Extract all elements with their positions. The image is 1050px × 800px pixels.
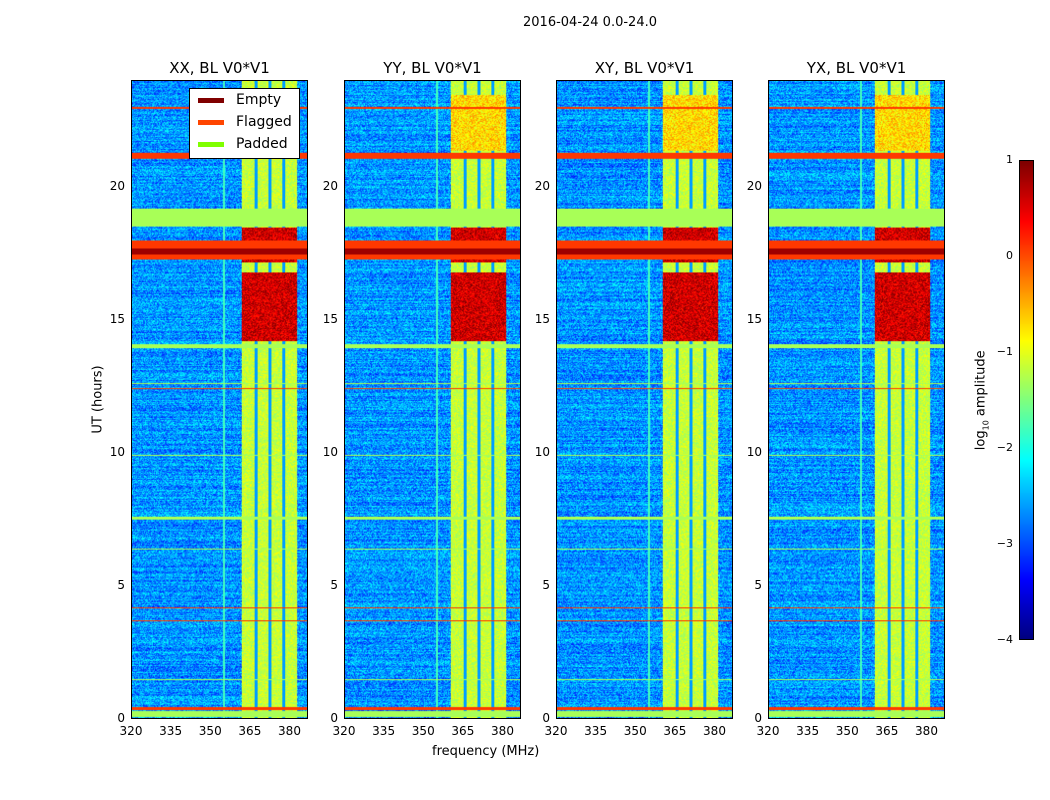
legend-empty: Empty (198, 92, 281, 108)
spectrogram-panel (131, 80, 308, 719)
legend-padded: Padded (198, 136, 288, 152)
y-tick-label: 5 (330, 577, 338, 592)
heatmap-cells (557, 81, 732, 718)
x-tick-label: 335 (159, 724, 183, 738)
colorbar-tick-label: 0 (1006, 249, 1013, 262)
y-tick-label: 10 (746, 444, 762, 459)
x-tick-label: 320 (119, 724, 143, 738)
x-tick-label: 380 (491, 724, 514, 738)
legend-flagged: Flagged (198, 114, 292, 130)
y-tick-label: 15 (534, 311, 550, 326)
x-tick-label: 320 (332, 724, 356, 738)
y-tick-label: 10 (109, 444, 125, 459)
y-tick-label: 15 (322, 311, 338, 326)
y-axis-label: UT (hours) (90, 365, 106, 434)
colorbar-tick-label: −4 (996, 633, 1013, 646)
colorbar-label: log10 amplitude (973, 350, 991, 451)
padded-swatch (198, 141, 224, 147)
figure-title: 2016-04-24 0.0-24.0 (523, 15, 657, 30)
y-tick-label: 10 (534, 444, 550, 459)
heatmap-cells (769, 81, 944, 718)
x-tick-label: 380 (915, 724, 938, 738)
heatmap-cells (345, 81, 520, 718)
x-tick-label: 350 (835, 724, 859, 738)
y-tick-label: 5 (542, 577, 550, 592)
y-tick-label: 0 (117, 711, 125, 725)
y-tick-label: 20 (534, 178, 550, 193)
x-tick-label: 350 (623, 724, 647, 738)
x-tick-label: 365 (451, 724, 475, 738)
colorbar-tick-label: −2 (996, 441, 1013, 454)
spectrogram-panel (344, 80, 521, 719)
x-tick-label: 365 (875, 724, 899, 738)
y-tick-label: 10 (322, 444, 338, 459)
panel-title: YX, BL V0*V1 (806, 59, 907, 77)
y-tick-label: 5 (117, 577, 125, 592)
legend-label: Flagged (236, 114, 292, 130)
panel-title: XY, BL V0*V1 (594, 59, 695, 77)
x-tick-label: 335 (372, 724, 396, 738)
y-tick-label: 5 (754, 577, 762, 592)
colorbar-tick-label: −1 (996, 345, 1013, 358)
colorbar-tick-label: 1 (1006, 153, 1013, 166)
y-tick-label: 15 (746, 311, 762, 326)
colorbar (1019, 160, 1034, 640)
x-tick-label: 365 (663, 724, 687, 738)
x-axis-label: frequency (MHz) (432, 744, 540, 759)
x-tick-label: 320 (544, 724, 568, 738)
y-tick-label: 0 (754, 711, 762, 725)
flagged-swatch (198, 119, 224, 125)
panel-title: YY, BL V0*V1 (383, 59, 482, 77)
y-tick-label: 15 (109, 311, 125, 326)
panel-title: XX, BL V0*V1 (169, 59, 270, 77)
x-tick-label: 380 (278, 724, 301, 738)
y-tick-label: 0 (542, 711, 550, 725)
x-tick-label: 365 (238, 724, 262, 738)
colorbar-tick-label: −3 (996, 537, 1013, 550)
x-tick-label: 335 (796, 724, 820, 738)
y-tick-label: 20 (746, 178, 762, 193)
legend-label: Padded (236, 136, 288, 152)
x-tick-label: 350 (198, 724, 222, 738)
x-tick-label: 335 (584, 724, 608, 738)
x-tick-label: 380 (703, 724, 726, 738)
legend: Empty Flagged Padded (189, 88, 300, 159)
x-tick-label: 320 (756, 724, 780, 738)
y-tick-label: 20 (109, 178, 125, 193)
y-tick-label: 20 (322, 178, 338, 193)
legend-label: Empty (236, 92, 282, 108)
spectrogram-panel (556, 80, 733, 719)
spectrogram-panel (768, 80, 945, 719)
heatmap-cells (132, 81, 307, 718)
y-tick-label: 0 (330, 711, 338, 725)
x-tick-label: 350 (411, 724, 435, 738)
empty-swatch (198, 97, 224, 103)
